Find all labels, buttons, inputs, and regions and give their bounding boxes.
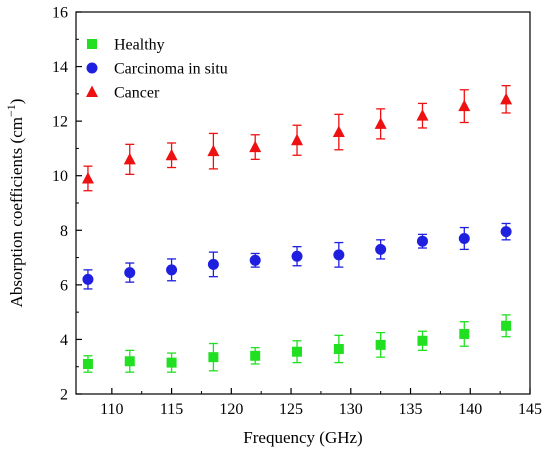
x-tick-label: 135 [399,401,423,418]
data-point [333,249,345,261]
data-point [250,350,261,361]
legend: Healthy Carcinoma in situ Cancer [86,37,228,102]
data-point [501,320,512,331]
data-point [249,254,261,266]
x-tick-label: 130 [339,401,363,418]
series-circle [82,222,512,290]
data-point [208,352,219,363]
y-tick-label: 12 [52,114,68,131]
x-tick-label: 125 [279,401,303,418]
data-point [332,125,345,138]
legend-label: Healthy [114,37,165,54]
data-point [500,226,512,238]
y-tick-label: 16 [52,5,68,22]
series-triangle [81,85,513,192]
data-point [124,356,135,367]
y-tick-label: 14 [52,59,68,76]
data-point [458,232,470,244]
data-point [417,335,428,346]
data-point [166,357,177,368]
legend-marker-triangle [86,85,98,97]
data-point [249,140,262,153]
data-point [291,133,304,146]
y-axis-label-main: Absorption coefficients (cm [7,117,26,307]
y-axis-label-close: ) [7,99,26,105]
y-tick-label: 2 [60,387,68,404]
axes-layer: 110 115 120 125 130 135 140 145 2 4 6 8 10 12 14 16 [52,5,542,419]
plot-layer [81,85,513,373]
y-tick-label: 8 [60,223,68,240]
data-point [124,267,136,279]
data-point [333,343,344,354]
data-point [374,117,387,129]
x-tick-label: 115 [160,401,183,418]
legend-label: Carcinoma in situ [114,61,228,78]
data-point [458,99,471,112]
y-tick-label: 10 [52,168,68,185]
y-axis-label-superscript: −1 [4,104,18,117]
data-point [292,346,303,357]
data-point [82,358,93,369]
y-axis-label: Absorption coefficients (cm−1) [4,99,26,308]
series-square [82,314,512,373]
data-point [416,235,428,247]
data-point [459,328,470,339]
data-point [207,144,220,157]
data-point [375,339,386,350]
y-tick-label: 6 [60,277,68,294]
y-tick-label: 4 [60,332,68,349]
data-point [123,152,136,165]
x-axis-label: Frequency (GHz) [243,428,362,447]
data-point [416,109,429,121]
data-point [81,171,94,184]
x-tick-label: 145 [518,401,542,418]
data-point [166,264,178,276]
legend-label: Cancer [114,85,160,102]
x-tick-label: 120 [219,401,243,418]
legend-marker-circle [86,62,98,74]
data-point [165,148,178,161]
data-point [82,273,94,285]
x-tick-label: 140 [458,401,482,418]
x-tick-label: 110 [100,401,123,418]
data-point [500,92,513,105]
data-point [375,243,387,255]
data-point [207,258,219,270]
legend-marker-square [87,39,97,49]
data-point [291,250,303,262]
